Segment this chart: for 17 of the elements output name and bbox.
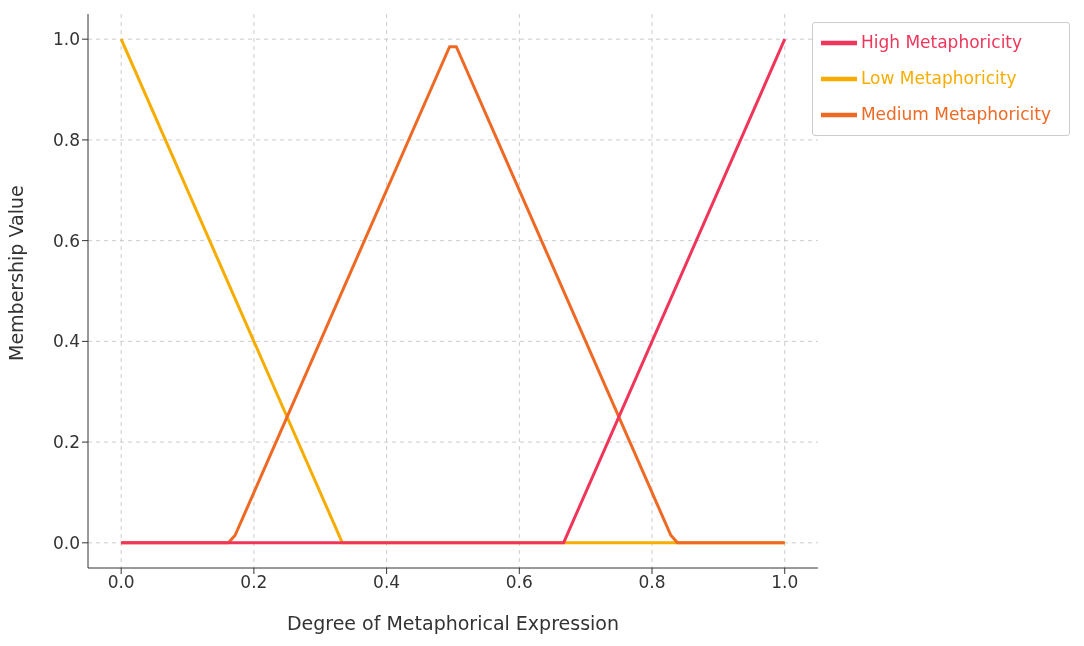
y-tick-label: 0.2: [52, 432, 80, 453]
x-tick-label: 1.0: [771, 572, 799, 593]
y-tick-label: 1.0: [52, 29, 80, 50]
legend-label: Medium Metaphoricity: [860, 104, 1051, 124]
y-tick-label: 0.8: [52, 129, 80, 150]
legend-label: High Metaphoricity: [860, 32, 1023, 52]
y-axis-title: Membership Value: [4, 185, 27, 361]
legend-label: Low Metaphoricity: [860, 68, 1017, 88]
y-tick-label: 0.4: [52, 331, 80, 352]
y-tick-label: 0.6: [52, 230, 80, 251]
x-axis-title: Degree of Metaphorical Expression: [286, 612, 620, 634]
x-tick-label: 0.6: [505, 572, 533, 593]
x-tick-label: 0.8: [638, 572, 666, 593]
x-tick-label: 0.4: [373, 572, 401, 593]
x-tick-label: 0.0: [107, 572, 135, 593]
y-tick-label: 0.0: [52, 532, 80, 553]
x-tick-label: 0.2: [240, 572, 268, 593]
